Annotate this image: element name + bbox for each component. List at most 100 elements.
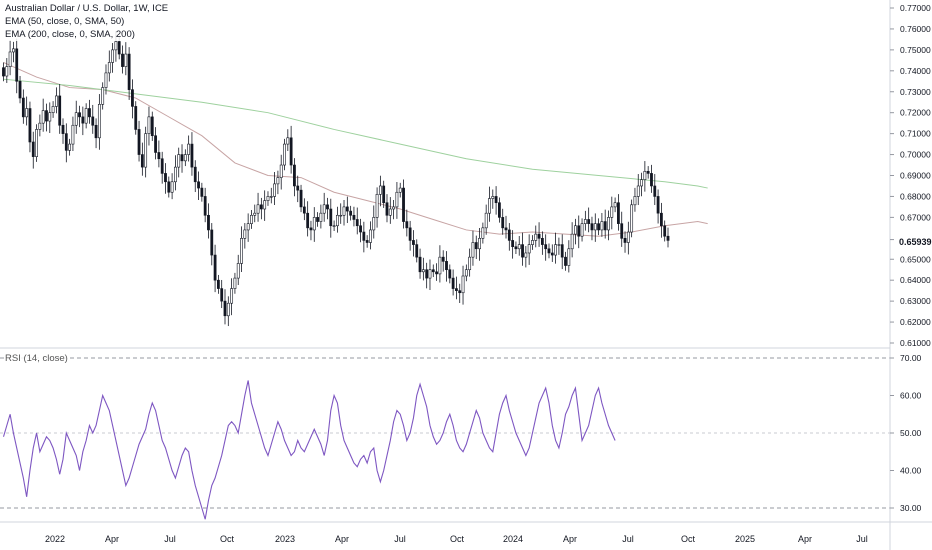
candle-body <box>213 254 217 281</box>
candle-body <box>626 231 630 243</box>
candle-body <box>468 256 472 271</box>
candle-body <box>557 244 561 246</box>
candle-body <box>54 95 58 107</box>
candle-body <box>659 212 663 227</box>
candle-body <box>210 229 214 256</box>
candle-body <box>431 269 435 273</box>
candle-body <box>5 66 9 77</box>
candle-body <box>385 202 389 216</box>
candle-body <box>316 217 319 222</box>
candle-body <box>511 240 515 247</box>
candle-body <box>349 210 353 216</box>
candle-body <box>269 196 273 198</box>
candle-body <box>15 48 19 82</box>
candle-body <box>329 208 333 227</box>
candle-body <box>643 171 647 180</box>
candle-body <box>286 137 290 145</box>
candle-body <box>570 233 574 250</box>
candle-body <box>544 244 548 250</box>
candle-body <box>319 212 323 222</box>
candle-body <box>524 252 528 258</box>
candle-body <box>471 242 475 258</box>
rsi-pane[interactable] <box>0 357 890 520</box>
candle-body <box>309 227 313 231</box>
candle-body <box>630 204 634 233</box>
candle-body <box>560 244 564 258</box>
candle-body <box>547 248 551 254</box>
candle-body <box>564 256 567 266</box>
candle-body <box>666 235 670 241</box>
candle-body <box>101 87 105 105</box>
price-tick-label: 0.73000 <box>900 87 931 97</box>
candle-body <box>253 212 257 216</box>
candle-body <box>236 263 240 279</box>
candle-body <box>534 233 538 241</box>
time-tick-label: 2024 <box>503 534 523 544</box>
candle-body <box>633 196 637 206</box>
candle-body <box>415 244 419 258</box>
candle-body <box>392 206 396 210</box>
candle-body <box>8 51 12 67</box>
rsi-tick-label: 50.00 <box>900 428 922 438</box>
candle-body <box>220 288 224 302</box>
candle-body <box>18 80 22 99</box>
time-tick-label: 2023 <box>275 534 295 544</box>
candle-body <box>388 208 392 216</box>
candle-body <box>170 181 174 193</box>
price-tick-label: 0.71000 <box>900 129 931 139</box>
candle-body <box>25 108 29 118</box>
candle-body <box>445 261 448 271</box>
candle-body <box>127 53 131 90</box>
candle-body <box>302 206 306 214</box>
candle-body <box>441 256 445 262</box>
candle-body <box>504 227 508 231</box>
candle-body <box>78 112 81 118</box>
candle-body <box>216 279 220 289</box>
candle-body <box>28 108 32 143</box>
candle-body <box>398 187 402 193</box>
candle-body <box>200 187 204 197</box>
candle-body <box>527 244 531 254</box>
candle-body <box>84 108 88 124</box>
candle-body <box>259 204 263 210</box>
ema50-line <box>3 61 708 237</box>
candle-body <box>174 166 177 183</box>
candle-body <box>332 225 336 227</box>
candle-body <box>491 196 495 199</box>
last-price-badge: 0.65939 <box>897 236 932 249</box>
price-tick-label: 0.61000 <box>900 338 931 348</box>
candle-body <box>607 217 610 231</box>
candle-body <box>306 212 310 229</box>
candle-body <box>531 240 534 245</box>
candle-body <box>131 89 134 107</box>
candle-body <box>91 116 95 126</box>
candle-body <box>164 173 167 183</box>
price-pane[interactable] <box>2 31 708 327</box>
candle-body <box>603 221 607 231</box>
candle-body <box>336 214 339 227</box>
candle-body <box>540 238 544 245</box>
candle-body <box>203 196 207 216</box>
candle-body <box>35 129 38 157</box>
candle-body <box>365 240 369 243</box>
candle-body <box>58 95 62 126</box>
candle-body <box>160 158 164 174</box>
candle-body <box>395 191 399 208</box>
candle-body <box>448 269 452 279</box>
candle-body <box>514 246 518 250</box>
candle-body <box>147 116 151 134</box>
price-tick-label: 0.77000 <box>900 3 931 13</box>
candle-body <box>296 185 300 191</box>
candle-body <box>134 106 138 130</box>
time-tick-label: Jul <box>856 534 868 544</box>
price-tick-label: 0.63000 <box>900 296 931 306</box>
ema200-line <box>3 78 708 189</box>
price-tick-label: 0.76000 <box>900 24 931 34</box>
candle-body <box>197 181 200 189</box>
candle-body <box>322 204 326 214</box>
candle-body <box>646 171 650 174</box>
time-tick-label: Apr <box>335 534 349 544</box>
candle-body <box>144 133 148 168</box>
